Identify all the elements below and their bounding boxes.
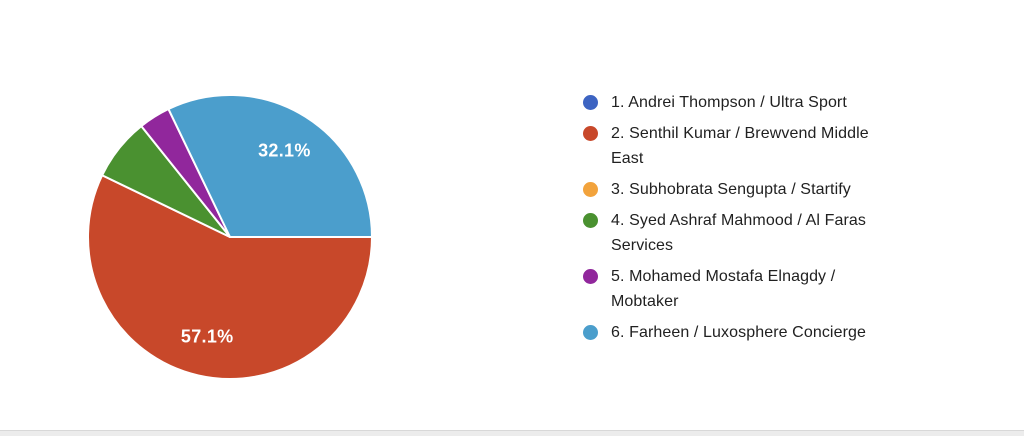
pie-slice-2[interactable] <box>87 174 373 380</box>
legend-item-5: 5. Mohamed Mostafa Elnagdy / Mobtaker <box>583 264 943 314</box>
legend-label-line: Mobtaker <box>611 293 679 310</box>
legend-label: 4. Syed Ashraf Mahmood / Al Faras Servic… <box>611 208 866 258</box>
legend-item-4: 4. Syed Ashraf Mahmood / Al Faras Servic… <box>583 208 943 258</box>
legend-label: 2. Senthil Kumar / Brewvend Middle East <box>611 121 869 171</box>
pie-chart: 57.1% 32.1% <box>87 94 373 380</box>
pie-slice-6[interactable] <box>167 94 373 238</box>
legend-label-line: Services <box>611 237 674 254</box>
legend-label: 5. Mohamed Mostafa Elnagdy / Mobtaker <box>611 264 835 314</box>
pie-slice-percent-label: 57.1% <box>181 327 234 347</box>
legend-label: 1. Andrei Thompson / Ultra Sport <box>611 90 847 115</box>
legend-label-line: 5. Mohamed Mostafa Elnagdy / <box>611 268 836 285</box>
legend-color-dot <box>583 269 598 284</box>
legend-label-line: 4. Syed Ashraf Mahmood / Al Faras <box>611 212 866 229</box>
legend-color-dot <box>583 95 598 110</box>
screenshot-bottom-edge <box>0 430 1024 436</box>
legend-label-line: 2. Senthil Kumar / Brewvend Middle <box>611 125 869 142</box>
legend-item-6: 6. Farheen / Luxosphere Concierge <box>583 320 943 345</box>
legend-label-line: 3. Subhobrata Sengupta / Startify <box>611 181 851 198</box>
legend-color-dot <box>583 325 598 340</box>
legend-label-line: 1. Andrei Thompson / Ultra Sport <box>611 94 847 111</box>
pie-slice-percent-label: 32.1% <box>258 140 311 160</box>
chart-legend: 1. Andrei Thompson / Ultra Sport 2. Sent… <box>583 90 943 345</box>
legend-label-line: East <box>611 150 644 167</box>
legend-item-2: 2. Senthil Kumar / Brewvend Middle East <box>583 121 943 171</box>
legend-label: 6. Farheen / Luxosphere Concierge <box>611 320 866 345</box>
legend-color-dot <box>583 126 598 141</box>
legend-item-3: 3. Subhobrata Sengupta / Startify <box>583 177 943 202</box>
legend-item-1: 1. Andrei Thompson / Ultra Sport <box>583 90 943 115</box>
legend-color-dot <box>583 182 598 197</box>
legend-label-line: 6. Farheen / Luxosphere Concierge <box>611 324 867 341</box>
legend-color-dot <box>583 213 598 228</box>
legend-label: 3. Subhobrata Sengupta / Startify <box>611 177 851 202</box>
